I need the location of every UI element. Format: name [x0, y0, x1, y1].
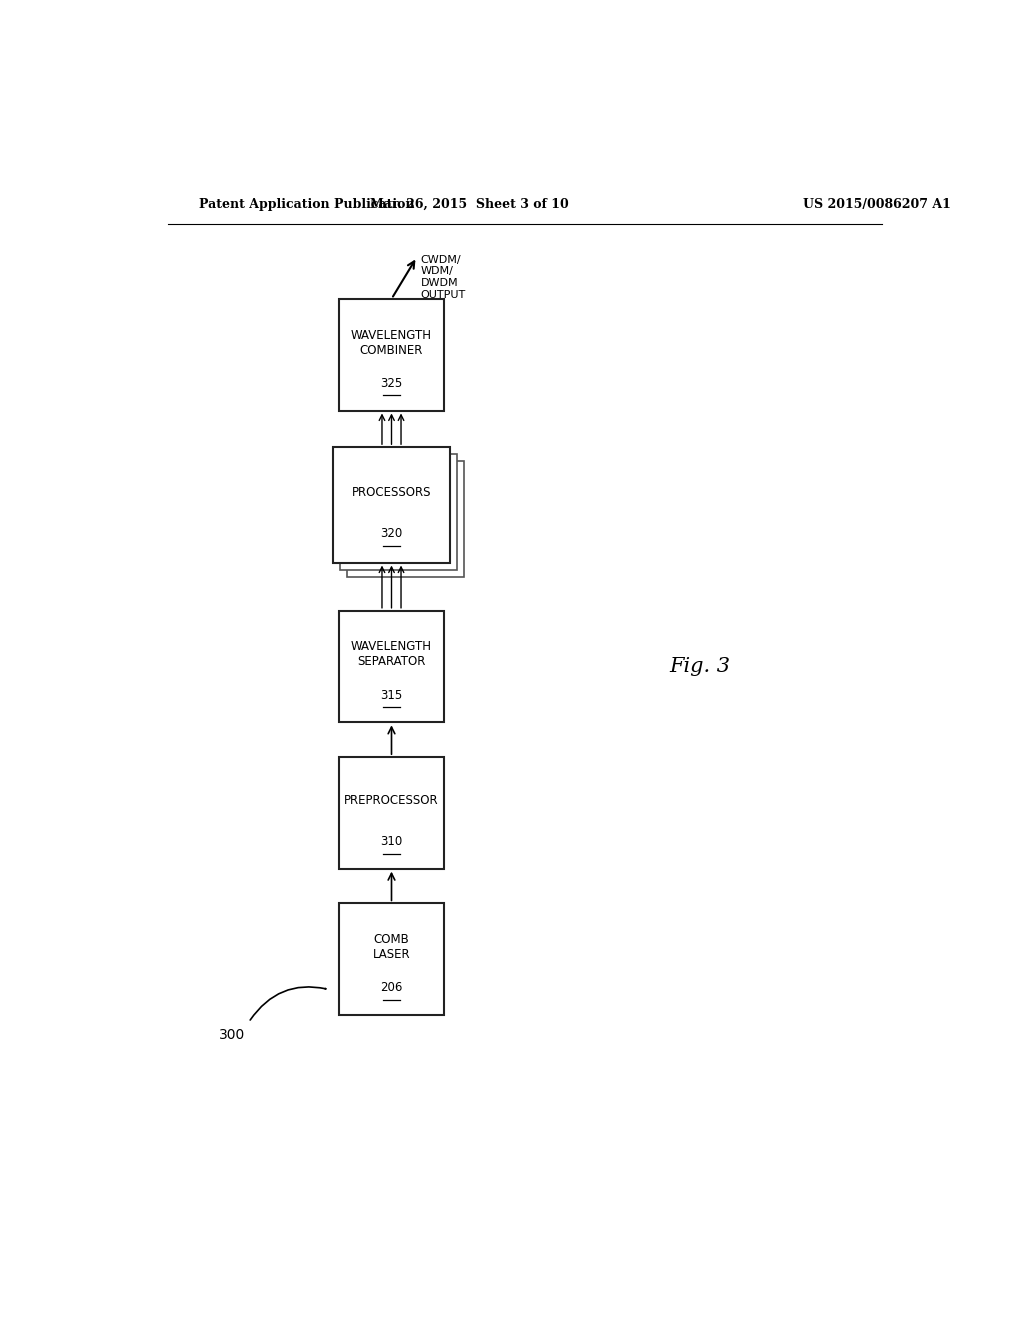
FancyArrowPatch shape: [250, 987, 326, 1020]
Text: 320: 320: [380, 527, 402, 540]
Text: COMB
LASER: COMB LASER: [373, 933, 411, 961]
Bar: [339, 903, 443, 1015]
Text: PROCESSORS: PROCESSORS: [352, 486, 431, 499]
Bar: [339, 611, 443, 722]
Text: Patent Application Publication: Patent Application Publication: [200, 198, 415, 211]
Text: 300: 300: [219, 1027, 246, 1041]
Text: 325: 325: [380, 376, 402, 389]
Text: Fig. 3: Fig. 3: [669, 657, 730, 676]
Text: 315: 315: [380, 689, 402, 701]
Text: PREPROCESSOR: PREPROCESSOR: [344, 795, 439, 808]
Bar: [339, 758, 443, 869]
Bar: [339, 298, 443, 411]
Text: US 2015/0086207 A1: US 2015/0086207 A1: [803, 198, 950, 211]
Text: 310: 310: [380, 834, 402, 847]
Text: WAVELENGTH
SEPARATOR: WAVELENGTH SEPARATOR: [351, 640, 432, 668]
Bar: [334, 447, 450, 562]
Text: Mar. 26, 2015  Sheet 3 of 10: Mar. 26, 2015 Sheet 3 of 10: [370, 198, 568, 211]
Bar: [340, 454, 457, 570]
Text: 206: 206: [380, 981, 402, 994]
Text: WAVELENGTH
COMBINER: WAVELENGTH COMBINER: [351, 329, 432, 356]
Text: CWDM/
WDM/
DWDM
OUTPUT: CWDM/ WDM/ DWDM OUTPUT: [421, 255, 466, 300]
Bar: [347, 461, 464, 577]
